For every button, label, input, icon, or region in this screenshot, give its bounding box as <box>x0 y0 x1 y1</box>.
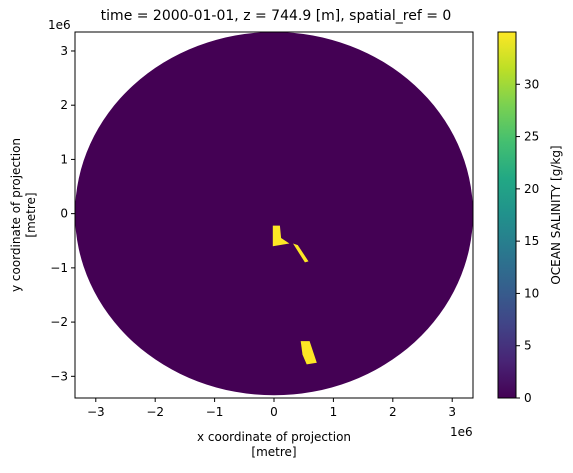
y-tick-label: −1 <box>50 261 68 275</box>
y-offset-label: 1e6 <box>48 18 71 32</box>
y-axis-label-line2: [metre] <box>24 192 38 237</box>
x-tick-label: −1 <box>206 405 224 419</box>
x-axis-ticks: −3 −2 −1 0 1 2 3 <box>87 398 456 419</box>
colorbar-ticks: 0 5 10 15 20 25 30 <box>516 77 539 405</box>
ocean-disk <box>75 32 473 396</box>
high-salinity-region-2 <box>293 243 309 263</box>
y-tick-label: −2 <box>50 315 68 329</box>
y-tick-label: 2 <box>60 98 68 112</box>
x-tick-label: 1 <box>330 405 338 419</box>
x-tick-label: 0 <box>270 405 278 419</box>
colorbar-label: OCEAN SALINITY [g/kg] <box>549 145 563 284</box>
y-axis-ticks: −3 −2 −1 0 1 2 3 <box>50 44 75 383</box>
y-tick-label: −3 <box>50 369 68 383</box>
high-salinity-region-3 <box>300 341 317 365</box>
colorbar-tick-label: 0 <box>524 391 532 405</box>
colorbar-tick-label: 20 <box>524 182 539 196</box>
x-tick-label: 2 <box>389 405 397 419</box>
x-tick-label: −3 <box>87 405 105 419</box>
chart-title: time = 2000-01-01, z = 744.9 [m], spatia… <box>101 8 452 24</box>
x-axis-label-line2: [metre] <box>251 445 296 459</box>
high-salinity-region-1 <box>272 225 290 247</box>
plot-area <box>75 32 473 396</box>
colorbar-tick-label: 5 <box>524 339 532 353</box>
x-tick-label: 3 <box>448 405 456 419</box>
x-tick-label: −2 <box>146 405 164 419</box>
x-offset-label: 1e6 <box>450 425 473 439</box>
y-tick-label: 1 <box>60 152 68 166</box>
colorbar-tick-label: 25 <box>524 130 539 144</box>
colorbar-tick-label: 15 <box>524 234 539 248</box>
x-axis-label-line1: x coordinate of projection <box>197 430 351 444</box>
colorbar <box>497 31 517 399</box>
y-tick-label: 3 <box>60 44 68 58</box>
colorbar-tick-label: 30 <box>524 77 539 91</box>
y-tick-label: 0 <box>60 207 68 221</box>
colorbar-tick-label: 10 <box>524 286 539 300</box>
y-axis-label-line1: y coordinate of projection <box>9 138 23 292</box>
